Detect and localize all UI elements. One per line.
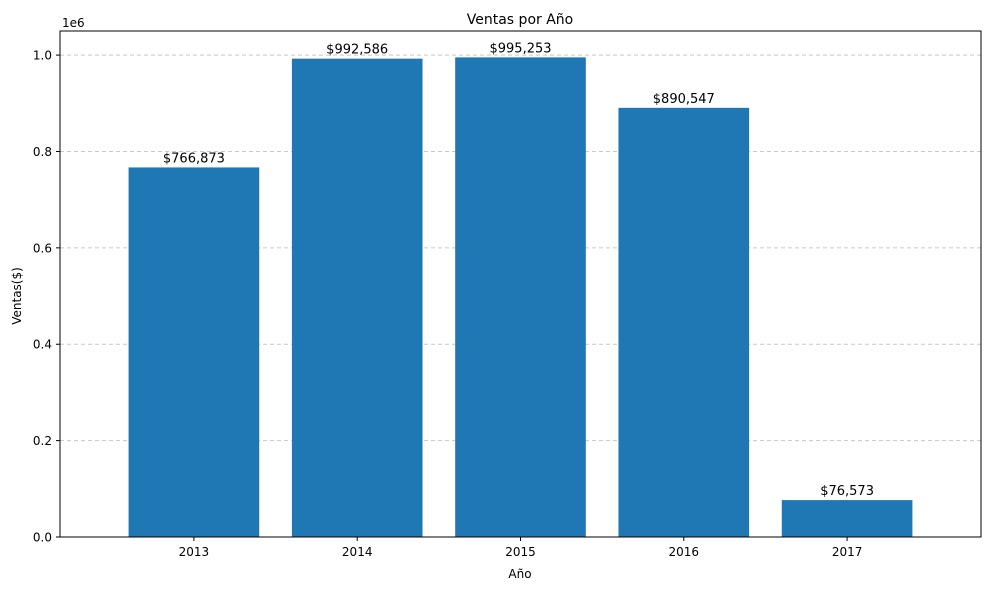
bar-value-label-2016: $890,547 (653, 92, 715, 107)
bar-value-label-2015: $995,253 (489, 41, 551, 56)
x-tick-label: 2017 (832, 545, 863, 559)
bar-value-label-2014: $992,586 (326, 43, 388, 58)
x-axis-ticks: 2013 2014 2015 2016 2017 (179, 537, 863, 559)
chart-title: Ventas por Año (467, 12, 573, 28)
bar-value-label-2017: $76,573 (820, 484, 874, 499)
bars (128, 57, 913, 538)
y-tick-label: 0.0 (33, 531, 52, 545)
bar-2017 (781, 500, 913, 537)
y-tick-label: 0.2 (33, 434, 52, 448)
y-tick-label: 0.6 (33, 241, 52, 255)
bar-value-label-2013: $766,873 (163, 151, 225, 166)
bar-2013 (128, 167, 260, 537)
x-tick-label: 2016 (669, 545, 700, 559)
y-offset-label: 1e6 (62, 16, 85, 30)
x-tick-label: 2013 (179, 545, 210, 559)
y-axis-ticks: 0.0 0.2 0.4 0.6 0.8 1.0 (33, 49, 60, 545)
x-tick-label: 2014 (342, 545, 373, 559)
bar-2014 (291, 58, 423, 537)
bar-value-labels: $766,873 $992,586 $995,253 $890,547 $76,573 (163, 41, 874, 499)
x-tick-label: 2015 (505, 545, 536, 559)
y-tick-label: 0.4 (33, 338, 52, 352)
bar-2016 (618, 107, 750, 538)
bar-2015 (455, 57, 586, 537)
y-axis-label: Ventas($) (10, 267, 24, 325)
y-tick-label: 0.8 (33, 145, 52, 159)
y-tick-label: 1.0 (33, 49, 52, 63)
x-axis-label: Año (508, 567, 531, 581)
